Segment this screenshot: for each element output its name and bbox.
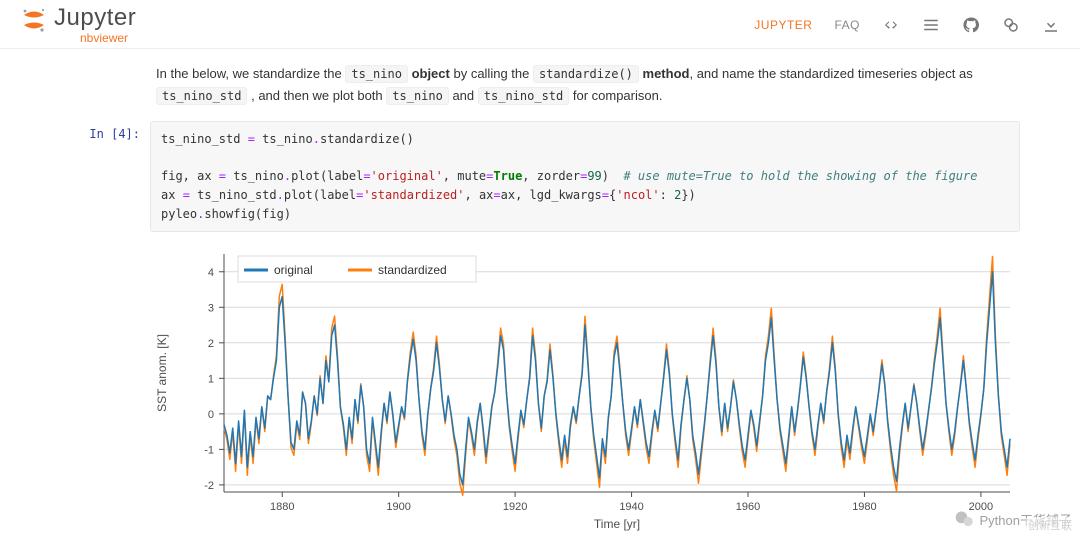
prose-bold: object: [412, 66, 450, 81]
svg-text:1: 1: [208, 373, 214, 385]
code-cell: In [4]: ts_nino_std = ts_nino.standardiz…: [60, 121, 1020, 232]
svg-text:1980: 1980: [852, 501, 876, 513]
svg-text:1900: 1900: [386, 501, 410, 513]
prose-text: by calling the: [450, 66, 533, 81]
svg-text:2: 2: [208, 338, 214, 350]
prose-text: , and then we plot both: [247, 88, 386, 103]
inline-code: ts_nino_std: [156, 87, 247, 105]
page: In the below, we standardize the ts_nino…: [0, 49, 1080, 534]
download-icon[interactable]: [1042, 16, 1060, 34]
inline-code: ts_nino: [345, 65, 408, 83]
inline-code: standardize(): [533, 65, 639, 83]
sst-line-chart-svg: 1880190019201940196019802000-2-101234Tim…: [150, 242, 1020, 534]
svg-text:-1: -1: [204, 445, 214, 457]
header: Jupyter nbviewer JUPYTER FAQ: [0, 0, 1080, 49]
svg-text:standardized: standardized: [378, 263, 447, 277]
svg-text:3: 3: [208, 302, 214, 314]
prose-text: for comparison.: [569, 88, 662, 103]
list-icon[interactable]: [922, 16, 940, 34]
footer-watermark: 创新互联: [1026, 517, 1074, 533]
svg-text:original: original: [274, 263, 313, 277]
cell-code[interactable]: ts_nino_std = ts_nino.standardize() fig,…: [150, 121, 1020, 232]
sst-line-chart: 1880190019201940196019802000-2-101234Tim…: [150, 242, 1020, 534]
prose-bold: method: [643, 66, 690, 81]
brand-title: Jupyter: [54, 6, 136, 30]
github-icon[interactable]: [962, 16, 980, 34]
brand-subtitle: nbviewer: [80, 32, 136, 44]
svg-text:1880: 1880: [270, 501, 294, 513]
svg-text:1960: 1960: [736, 501, 760, 513]
jupyter-logo-icon: [20, 6, 48, 34]
svg-text:1940: 1940: [619, 501, 643, 513]
top-nav: JUPYTER FAQ: [754, 16, 1060, 34]
prose-text: and: [449, 88, 478, 103]
svg-text:4: 4: [208, 267, 214, 279]
inline-code: ts_nino_std: [478, 87, 569, 105]
svg-text:Time [yr]: Time [yr]: [594, 517, 640, 531]
binder-icon[interactable]: [1002, 16, 1020, 34]
cell-output: 1880190019201940196019802000-2-101234Tim…: [150, 242, 1020, 534]
prose-text: In the below, we standardize the: [156, 66, 345, 81]
prose-text: , and name the standardized timeseries o…: [689, 66, 972, 81]
brand[interactable]: Jupyter nbviewer: [20, 6, 136, 44]
svg-text:SST anom. [K]: SST anom. [K]: [155, 334, 169, 412]
inline-code: ts_nino: [386, 87, 449, 105]
prose-paragraph: In the below, we standardize the ts_nino…: [156, 63, 1020, 107]
svg-text:-2: -2: [204, 480, 214, 492]
nav-faq-link[interactable]: FAQ: [834, 18, 860, 32]
nav-jupyter-link[interactable]: JUPYTER: [754, 18, 812, 32]
wechat-icon: [954, 509, 974, 529]
svg-text:1920: 1920: [503, 501, 527, 513]
svg-text:0: 0: [208, 409, 214, 421]
cell-prompt: In [4]:: [60, 121, 150, 141]
code-icon[interactable]: [882, 16, 900, 34]
